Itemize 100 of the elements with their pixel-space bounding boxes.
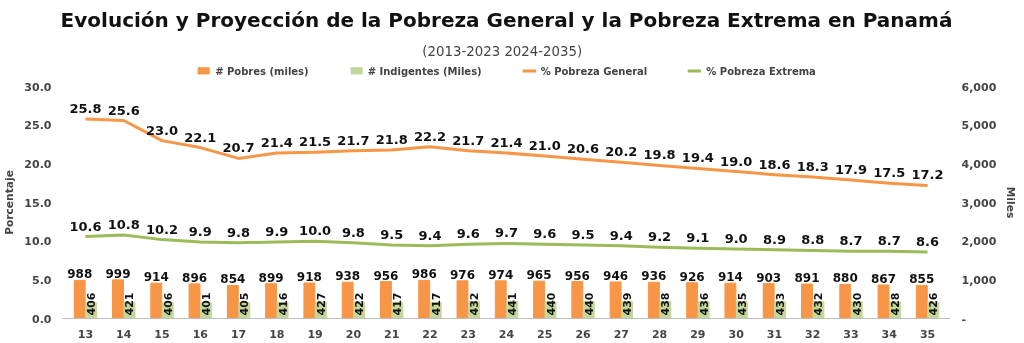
- bar: [456, 280, 469, 319]
- y2-axis-title: Miles: [1004, 186, 1018, 219]
- y-tick-label: 10.0: [24, 235, 52, 249]
- legend-label: # Indigentes (Miles): [367, 65, 482, 76]
- data-label: 21.4: [490, 135, 523, 151]
- y-tick-label: 5.0: [32, 273, 52, 287]
- data-label: 19.4: [681, 150, 714, 166]
- bar: [762, 283, 775, 319]
- bar: [801, 283, 813, 319]
- data-label: 422: [353, 292, 367, 316]
- y2-tick-label: 2,000: [961, 235, 997, 249]
- data-label: 18.3: [796, 158, 829, 174]
- data-label: 8.6: [916, 233, 940, 249]
- x-tick-label: 30: [728, 327, 745, 341]
- bar: [226, 284, 239, 319]
- data-label: 19.8: [643, 147, 676, 163]
- data-label: 435: [735, 292, 749, 316]
- data-label: 914: [143, 270, 169, 285]
- data-label: 9.5: [380, 227, 404, 243]
- data-label: 23.0: [145, 122, 179, 138]
- x-tick-label: 21: [384, 327, 400, 341]
- y-tick-label: 30.0: [24, 80, 52, 94]
- data-label: 956: [373, 268, 399, 283]
- data-label: 956: [564, 268, 590, 283]
- data-label: 8.9: [762, 231, 786, 247]
- y2-tick-label: -: [961, 312, 967, 326]
- data-label: 21.7: [452, 132, 485, 148]
- bar: [647, 281, 660, 319]
- data-label: 9.4: [609, 227, 633, 243]
- data-label: 436: [697, 292, 711, 316]
- data-label: 965: [526, 268, 552, 283]
- data-label: 988: [67, 267, 93, 282]
- data-label: 17.9: [834, 162, 868, 178]
- data-label: 440: [582, 292, 596, 316]
- x-tick-label: 35: [919, 327, 936, 341]
- data-label: 18.6: [758, 156, 791, 172]
- data-label: 10.0: [299, 223, 332, 239]
- bar: [379, 281, 392, 319]
- data-label: 417: [391, 292, 405, 316]
- bar: [494, 280, 507, 319]
- data-label: 8.7: [877, 233, 901, 249]
- bar: [915, 284, 928, 319]
- data-label: 9.5: [571, 227, 595, 243]
- chart-title: Evolución y Proyección de la Pobreza General y la Pobreza Extrema en Panamá: [60, 7, 953, 32]
- x-tick-label: 17: [230, 327, 247, 341]
- y2-tick-label: 3,000: [961, 196, 997, 210]
- data-label: 9.4: [418, 227, 442, 243]
- data-label: 19.0: [720, 153, 753, 169]
- x-tick-label: 34: [881, 327, 898, 341]
- data-label: 405: [238, 292, 252, 316]
- x-tick-label: 19: [307, 327, 323, 341]
- x-tick-label: 28: [651, 327, 668, 341]
- legend-label: % Pobreza Extrema: [706, 65, 816, 76]
- data-label: 401: [200, 292, 214, 316]
- data-label: 428: [889, 292, 902, 316]
- x-tick-label: 15: [154, 327, 170, 341]
- data-label: 9.0: [724, 230, 748, 246]
- data-label: 9.6: [533, 226, 557, 242]
- bar: [609, 281, 622, 319]
- data-label: 9.2: [648, 229, 672, 245]
- x-tick-label: 24: [498, 327, 515, 341]
- data-label: 439: [621, 292, 635, 316]
- data-label: 22.2: [413, 128, 446, 144]
- bar: [112, 279, 124, 319]
- data-label: 10.2: [145, 221, 179, 237]
- data-label: 406: [161, 292, 175, 316]
- data-label: 417: [429, 292, 443, 316]
- data-label: 9.9: [188, 223, 212, 239]
- x-tick-label: 23: [460, 327, 476, 341]
- x-tick-label: 25: [537, 327, 553, 341]
- data-label: 21.4: [260, 135, 293, 151]
- data-label: 25.6: [107, 102, 140, 118]
- data-label: 21.5: [299, 134, 332, 150]
- data-label: 867: [870, 271, 897, 286]
- data-label: 8.8: [801, 232, 825, 248]
- data-label: 938: [335, 269, 361, 284]
- x-tick-label: 22: [422, 327, 438, 341]
- bar: [533, 280, 545, 319]
- data-label: 9.8: [227, 224, 251, 240]
- data-label: 21.8: [375, 131, 408, 147]
- x-tick-label: 26: [575, 327, 592, 341]
- y2-tick-label: 1,000: [961, 273, 997, 287]
- bar: [418, 279, 431, 319]
- bar: [188, 283, 201, 319]
- data-label: 432: [812, 292, 826, 316]
- data-label: 880: [832, 271, 858, 286]
- data-label: 899: [258, 270, 284, 285]
- data-label: 21.7: [337, 132, 370, 148]
- data-label: 438: [659, 292, 673, 316]
- data-label: 896: [182, 270, 208, 285]
- data-label: 10.8: [107, 216, 140, 232]
- data-label: 976: [449, 267, 476, 282]
- data-label: 20.6: [567, 141, 600, 157]
- data-label: 903: [756, 270, 782, 285]
- data-label: 854: [220, 272, 246, 287]
- data-label: 21.0: [528, 138, 561, 154]
- data-label: 427: [314, 292, 328, 316]
- data-label: 430: [850, 292, 864, 316]
- data-label: 426: [927, 292, 941, 316]
- x-tick-label: 14: [116, 327, 132, 341]
